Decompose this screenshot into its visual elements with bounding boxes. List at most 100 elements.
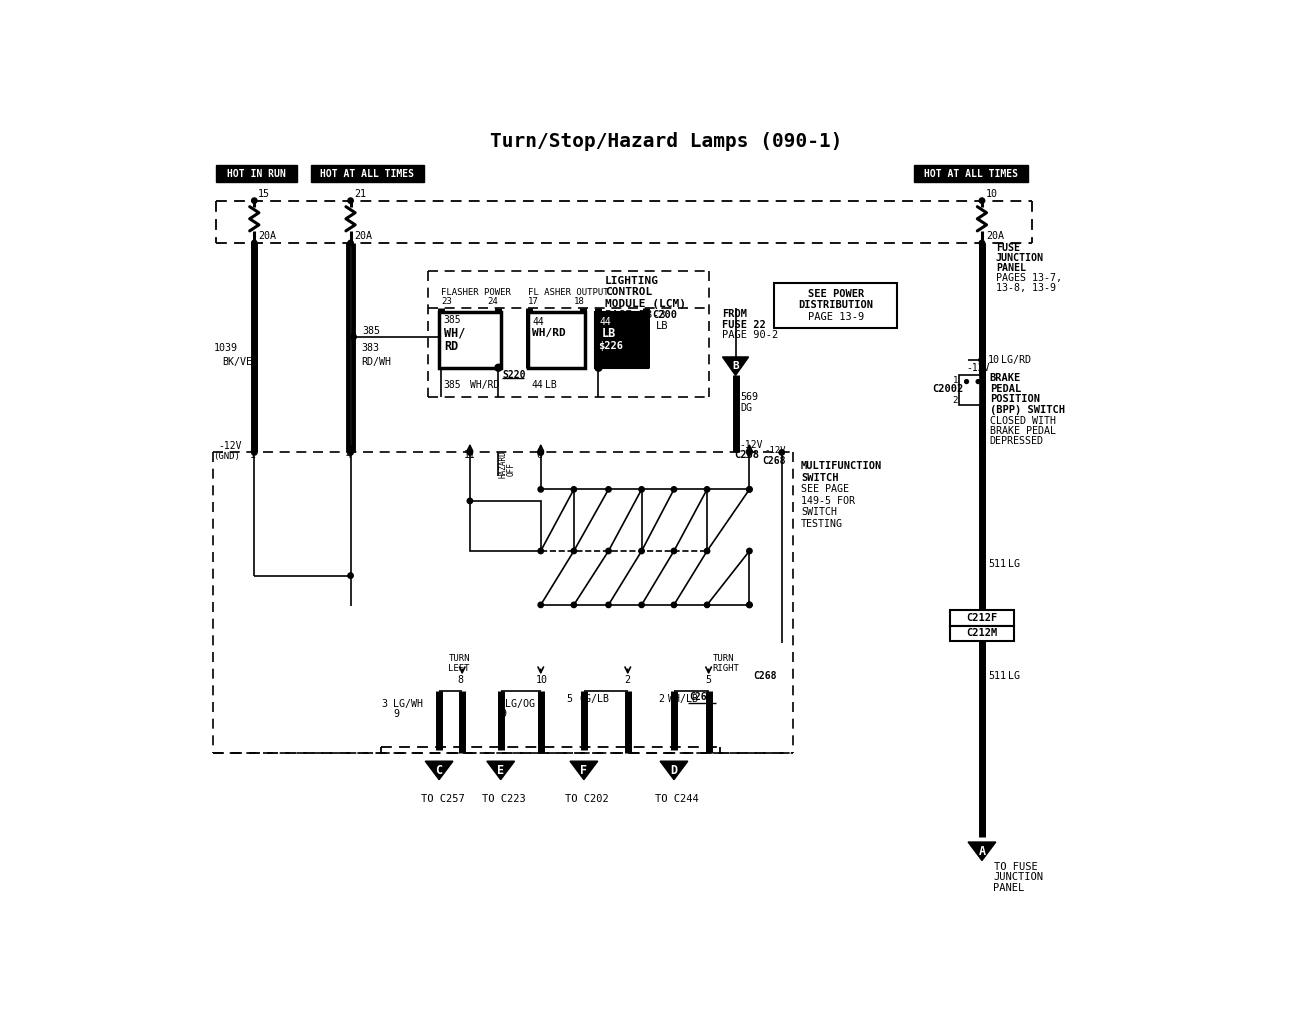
Text: FUSE: FUSE — [996, 244, 1019, 254]
Text: BRAKE: BRAKE — [989, 373, 1021, 383]
Circle shape — [606, 603, 611, 608]
Text: HOT AT ALL TIMES: HOT AT ALL TIMES — [924, 169, 1018, 179]
Text: CLOSED WITH: CLOSED WITH — [989, 416, 1056, 426]
Circle shape — [965, 380, 968, 383]
Text: POSITION: POSITION — [989, 394, 1040, 404]
Text: HOT AT ALL TIMES: HOT AT ALL TIMES — [321, 169, 415, 179]
Text: 1: 1 — [953, 375, 958, 384]
Text: 13-8, 13-9: 13-8, 13-9 — [996, 283, 1056, 293]
Polygon shape — [968, 842, 996, 860]
Text: -12V: -12V — [967, 363, 991, 373]
Text: C212M: C212M — [966, 629, 997, 638]
Circle shape — [979, 198, 984, 203]
Text: HAZARD: HAZARD — [498, 450, 507, 478]
Text: 10: 10 — [988, 355, 1000, 365]
Circle shape — [348, 241, 354, 246]
Text: 17: 17 — [528, 297, 538, 306]
Text: BRAKE PEDAL: BRAKE PEDAL — [989, 426, 1056, 436]
Bar — [311, 165, 425, 182]
Circle shape — [252, 241, 257, 246]
Text: PAGES 13-7,: PAGES 13-7, — [996, 273, 1062, 283]
Circle shape — [252, 450, 257, 455]
Text: A: A — [979, 845, 985, 857]
Text: TO FUSE: TO FUSE — [993, 861, 1037, 871]
Text: PAGE 90-2: PAGE 90-2 — [722, 331, 777, 341]
Text: PAGE 58-3: PAGE 58-3 — [604, 310, 666, 320]
Circle shape — [638, 548, 645, 554]
Text: SEE POWER: SEE POWER — [807, 289, 863, 299]
Text: TESTING: TESTING — [801, 519, 842, 529]
Circle shape — [638, 603, 645, 608]
Circle shape — [495, 364, 502, 371]
Circle shape — [538, 450, 543, 455]
Text: (BPP) SWITCH: (BPP) SWITCH — [989, 405, 1065, 416]
Text: RD: RD — [445, 340, 459, 353]
Text: 10: 10 — [536, 675, 549, 685]
Text: TO C244: TO C244 — [655, 794, 699, 804]
Text: DISTRIBUTION: DISTRIBUTION — [798, 300, 874, 310]
Text: 44: 44 — [532, 316, 543, 327]
Text: LG/OG: LG/OG — [504, 700, 534, 709]
Text: LEFT: LEFT — [448, 663, 469, 672]
Text: BK/VE: BK/VE — [222, 357, 252, 367]
Polygon shape — [569, 761, 598, 779]
Text: FUSE 22: FUSE 22 — [722, 319, 766, 330]
Text: 1039: 1039 — [214, 344, 238, 354]
Text: OG/LB: OG/LB — [580, 694, 610, 704]
Text: C268: C268 — [689, 693, 712, 703]
Text: LG: LG — [1008, 670, 1020, 680]
Circle shape — [705, 603, 710, 608]
Polygon shape — [486, 761, 515, 779]
Bar — [595, 312, 647, 368]
Bar — [774, 283, 897, 328]
Text: S220: S220 — [502, 370, 525, 380]
Text: 5: 5 — [567, 694, 572, 704]
Text: C2002: C2002 — [932, 384, 963, 394]
Polygon shape — [425, 761, 452, 779]
Text: 44: 44 — [599, 316, 611, 327]
Text: C268: C268 — [734, 450, 759, 460]
Text: FL ASHER OUTPUT: FL ASHER OUTPUT — [528, 288, 608, 297]
Text: 511: 511 — [988, 559, 1006, 569]
Text: PANEL: PANEL — [996, 264, 1026, 273]
Circle shape — [671, 486, 676, 492]
Text: C212F: C212F — [966, 613, 997, 623]
Circle shape — [746, 486, 753, 492]
Text: 1: 1 — [250, 451, 256, 460]
Circle shape — [538, 548, 543, 554]
Text: DG: DG — [740, 402, 753, 412]
Text: 20A: 20A — [259, 232, 276, 241]
Circle shape — [746, 548, 753, 554]
Text: WH/RD: WH/RD — [469, 380, 499, 389]
Text: 3: 3 — [381, 700, 387, 709]
Circle shape — [746, 450, 753, 455]
Circle shape — [571, 486, 576, 492]
Text: 5: 5 — [706, 675, 711, 685]
Text: C268: C268 — [753, 670, 777, 680]
Text: LB: LB — [602, 327, 616, 340]
Circle shape — [705, 548, 710, 554]
Bar — [216, 165, 298, 182]
Text: -12V: -12V — [740, 440, 763, 450]
Circle shape — [979, 241, 984, 246]
Circle shape — [606, 486, 611, 492]
Text: JUNCTION: JUNCTION — [996, 254, 1044, 264]
Circle shape — [348, 450, 354, 455]
Bar — [949, 611, 1014, 626]
Text: LB: LB — [546, 380, 558, 389]
Text: HOT IN RUN: HOT IN RUN — [227, 169, 286, 179]
Text: FROM: FROM — [722, 308, 746, 318]
Circle shape — [671, 603, 676, 608]
Text: TURN: TURN — [448, 654, 469, 663]
Text: -12V: -12V — [764, 447, 786, 455]
Text: SEE PAGE: SEE PAGE — [801, 484, 849, 494]
Circle shape — [467, 450, 473, 455]
Circle shape — [638, 486, 645, 492]
Polygon shape — [723, 357, 749, 375]
Circle shape — [571, 548, 576, 554]
Text: WH/: WH/ — [445, 327, 465, 340]
Text: C200: C200 — [653, 310, 677, 320]
Text: PAGE 13-9: PAGE 13-9 — [807, 312, 863, 321]
Text: 385: 385 — [443, 315, 460, 325]
Text: LG: LG — [1008, 559, 1020, 569]
